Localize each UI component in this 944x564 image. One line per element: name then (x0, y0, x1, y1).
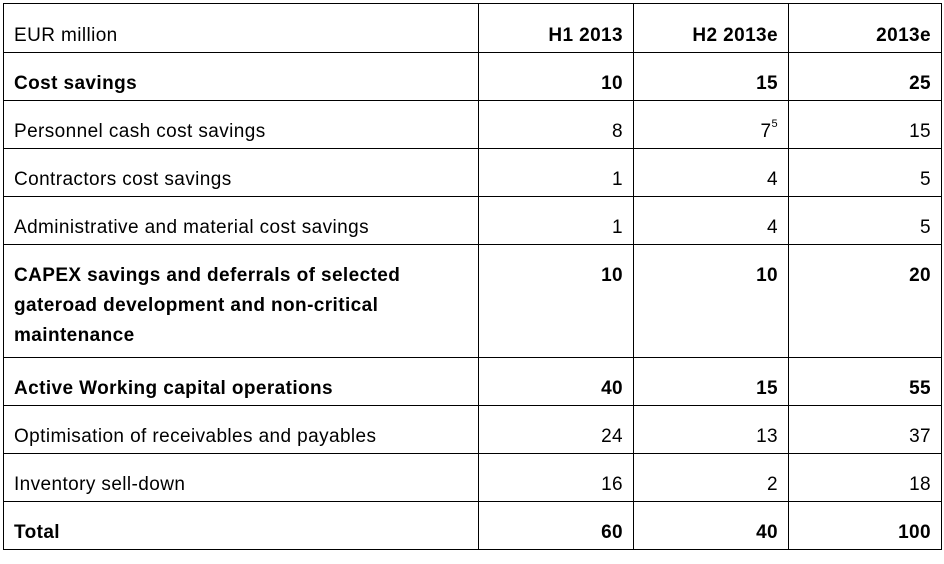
row-h1: 10 (478, 244, 634, 358)
header-row: EUR million H1 2013 H2 2013e 2013e (3, 3, 942, 53)
row-h1: 8 (478, 100, 634, 149)
row-h1: 24 (478, 405, 634, 454)
table-row: Administrative and material cost savings… (3, 196, 942, 245)
row-h2: 10 (633, 244, 789, 358)
row-h2: 4 (633, 148, 789, 197)
header-label: EUR million (3, 3, 479, 53)
row-label: Personnel cash cost savings (3, 100, 479, 149)
row-fy: 5 (788, 196, 942, 245)
table-row: Cost savings 10 15 25 (3, 52, 942, 101)
row-h2: 13 (633, 405, 789, 454)
row-label: Contractors cost savings (3, 148, 479, 197)
table-row: CAPEX savings and deferrals of selected … (3, 244, 942, 358)
row-h2-value: 2 (767, 474, 778, 495)
row-fy: 37 (788, 405, 942, 454)
row-h1: 60 (478, 501, 634, 550)
row-h1: 1 (478, 148, 634, 197)
row-fy: 25 (788, 52, 942, 101)
row-h2: 2 (633, 453, 789, 502)
header-h1-2013: H1 2013 (478, 3, 634, 53)
row-h1: 10 (478, 52, 634, 101)
row-h2: 4 (633, 196, 789, 245)
row-h2-value: 13 (756, 426, 778, 447)
table-row: Active Working capital operations 40 15 … (3, 357, 942, 406)
row-label: Administrative and material cost savings (3, 196, 479, 245)
header-2013e: 2013e (788, 3, 942, 53)
row-h2-value: 7 (760, 121, 772, 142)
row-h1: 40 (478, 357, 634, 406)
table-row: Contractors cost savings 1 4 5 (3, 148, 942, 197)
row-fy: 55 (788, 357, 942, 406)
row-label: Total (3, 501, 479, 550)
row-h2: 15 (633, 52, 789, 101)
row-fy: 15 (788, 100, 942, 149)
row-h2: 40 (633, 501, 789, 550)
row-label: Optimisation of receivables and payables (3, 405, 479, 454)
footnote-marker: 5 (771, 117, 778, 130)
table-row: Inventory sell-down 16 2 18 (3, 453, 942, 502)
row-h2: 15 (633, 357, 789, 406)
table-row: Personnel cash cost savings 8 75 15 (3, 100, 942, 149)
row-h2-value: 40 (756, 522, 778, 543)
row-h2-value: 4 (767, 217, 778, 238)
row-label: Active Working capital operations (3, 357, 479, 406)
row-label: CAPEX savings and deferrals of selected … (3, 244, 479, 358)
row-fy: 5 (788, 148, 942, 197)
row-fy: 100 (788, 501, 942, 550)
savings-table: EUR million H1 2013 H2 2013e 2013e Cost … (3, 3, 942, 550)
row-h2-value: 15 (756, 378, 778, 399)
row-h2-value: 15 (756, 73, 778, 94)
table-row-total: Total 60 40 100 (3, 501, 942, 550)
header-h2-2013e: H2 2013e (633, 3, 789, 53)
row-h2-value: 10 (756, 265, 778, 286)
row-h2-value: 4 (767, 169, 778, 190)
row-h2: 75 (633, 100, 789, 149)
row-label: Inventory sell-down (3, 453, 479, 502)
row-h1: 16 (478, 453, 634, 502)
row-fy: 18 (788, 453, 942, 502)
row-fy: 20 (788, 244, 942, 358)
table-row: Optimisation of receivables and payables… (3, 405, 942, 454)
row-h1: 1 (478, 196, 634, 245)
row-label: Cost savings (3, 52, 479, 101)
